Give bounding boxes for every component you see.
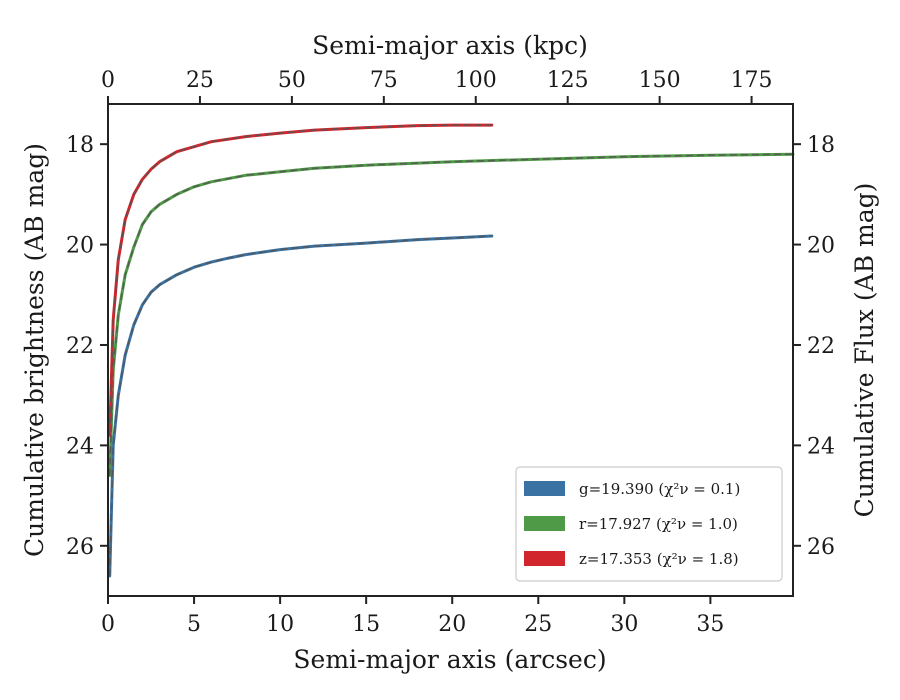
x-axis-title-bottom: Semi-major axis (arcsec) [293,645,606,674]
x-axis-title-top: Semi-major axis (kpc) [312,31,588,60]
y-axis-title-right: Cumulative Flux (AB mag) [850,183,879,518]
y-tick-label-left: 24 [66,434,94,459]
y-tick-label-right: 22 [807,334,835,359]
series-model-dashed-line [108,153,794,476]
y-tick-label-left: 18 [66,133,94,158]
legend-swatch [524,481,565,496]
x-tick-label-top: 25 [186,68,214,93]
legend-box [515,466,783,582]
y-axis-title-left: Cumulative brightness (AB mag) [20,143,49,557]
x-tick-label-top: 75 [370,68,398,93]
x-tick-label-bottom: 30 [610,612,638,637]
y-tick-label-right: 18 [807,133,835,158]
y-tick-label-right: 20 [807,234,835,259]
legend-label: g=19.390 (χ²ν = 0.1) [579,480,740,498]
axes: 0 5 10 15 20 25 30 35 0 25 50 75 100 125 150 175 18 18 20 2… [66,68,835,637]
x-tick-label-top: 50 [278,68,306,93]
y-tick-label-left: 26 [66,535,94,560]
plot-frame [107,103,794,597]
y-tick-label-right: 24 [807,434,835,459]
series-model-dashed-line [108,124,492,436]
x-tick-label-top: 0 [101,68,115,93]
x-tick-label-top: 150 [639,68,681,93]
legend-label: r=17.927 (χ²ν = 1.0) [579,515,738,533]
x-tick-label-bottom: 10 [266,612,294,637]
series-line [108,234,494,578]
x-tick-label-bottom: 20 [438,612,466,637]
legend-label: z=17.353 (χ²ν = 1.8) [579,550,739,568]
x-tick-label-top: 125 [547,68,589,93]
y-tick-label-right: 26 [807,535,835,560]
legend-swatch [524,516,565,531]
x-tick-label-top: 175 [731,68,773,93]
y-tick-label-left: 22 [66,334,94,359]
x-tick-label-top: 100 [455,68,497,93]
legend: g=19.390 (χ²ν = 0.1) r=17.927 (χ²ν = 1.0)… [515,466,783,582]
x-tick-label-bottom: 25 [524,612,552,637]
x-tick-label-bottom: 35 [696,612,724,637]
series-model-dashed-line [108,235,492,576]
x-tick-label-bottom: 15 [352,612,380,637]
x-tick-label-bottom: 5 [187,612,201,637]
plot-area [108,123,795,578]
legend-swatch [524,551,565,566]
x-tick-label-bottom: 0 [101,612,115,637]
y-tick-label-left: 20 [66,234,94,259]
series-line [108,152,795,477]
